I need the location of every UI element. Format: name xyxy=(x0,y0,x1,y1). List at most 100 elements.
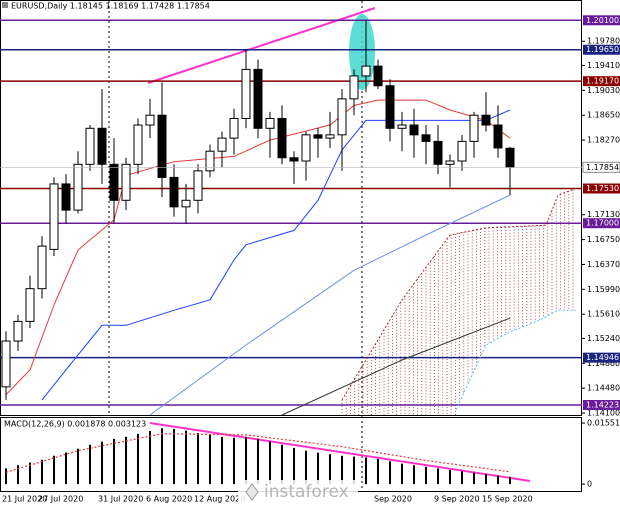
level-label: 1.19170 xyxy=(586,77,619,86)
y-tick-label: 1.15240 xyxy=(587,334,620,343)
macd-bar xyxy=(137,433,139,485)
y-tick-label: 1.18270 xyxy=(587,136,620,145)
macd-bar xyxy=(317,452,319,485)
level-label-bg xyxy=(583,183,620,194)
candle-body xyxy=(385,85,395,129)
candle-body xyxy=(169,176,179,208)
level-label-bg xyxy=(583,76,620,87)
current-price-label: 1.17854 xyxy=(586,163,619,172)
macd-bar xyxy=(185,430,187,485)
candle-body xyxy=(289,157,299,162)
watermark-icon xyxy=(245,483,259,501)
level-label-bg xyxy=(583,218,620,229)
candle-body xyxy=(181,199,191,208)
macd-bar xyxy=(41,459,43,485)
candle-body xyxy=(349,75,359,100)
macd-bar xyxy=(5,468,7,485)
signal-line xyxy=(5,433,511,473)
macd-bar xyxy=(389,461,391,485)
candle-body xyxy=(325,134,335,139)
macd-bar xyxy=(29,462,31,485)
macd-bar xyxy=(269,441,271,485)
candle-body xyxy=(253,68,263,129)
x-tick-label: Sep 2020 xyxy=(374,495,412,504)
candle-body xyxy=(373,65,383,87)
y-tick-label: 0.015511 xyxy=(587,419,620,428)
macd-bar xyxy=(353,456,355,485)
macd-bar xyxy=(461,471,463,485)
indicator-line xyxy=(341,188,577,401)
candle-body xyxy=(37,245,47,290)
chart-title: EURUSD,Daily 1.18145 1.18169 1.17428 1.1… xyxy=(11,2,210,11)
candle-body xyxy=(121,163,131,201)
macd-bar xyxy=(233,437,235,485)
macd-bar xyxy=(509,476,511,485)
candle-body xyxy=(361,65,371,77)
candle-body xyxy=(277,117,287,159)
y-tick-label: 1.16750 xyxy=(587,235,620,244)
candle-body xyxy=(109,163,119,201)
level-label: 1.20100 xyxy=(586,16,619,25)
indicator-line xyxy=(41,109,511,401)
macd-bar xyxy=(425,466,427,485)
candle-body xyxy=(97,127,107,165)
y-tick-label: 1.19780 xyxy=(587,37,620,46)
candle-body xyxy=(61,183,71,211)
candle-body xyxy=(409,124,419,136)
candle-body xyxy=(229,117,239,139)
macd-bar xyxy=(413,465,415,485)
level-label-bg xyxy=(583,399,620,410)
x-tick-label: 31 Jul 2020 xyxy=(98,495,143,504)
macd-bar xyxy=(257,438,259,485)
macd-bar xyxy=(125,436,127,485)
candle-body xyxy=(25,288,35,322)
indicator-line xyxy=(281,317,511,416)
macd-bar xyxy=(77,448,79,485)
candle-body xyxy=(445,160,455,165)
y-tick-label: 1.14480 xyxy=(587,384,620,393)
macd-bar xyxy=(173,429,175,485)
candle-body xyxy=(301,134,311,162)
main-pane xyxy=(0,0,582,416)
macd-bar xyxy=(149,430,151,485)
macd-bar xyxy=(437,468,439,485)
symbol-icon xyxy=(2,2,8,8)
macd-bar xyxy=(197,432,199,485)
candle-body xyxy=(13,320,23,342)
x-tick-label: 9 Sep 2020 xyxy=(434,495,480,504)
y-tick-label: 0 xyxy=(587,480,592,489)
y-tick-label: 1.19030 xyxy=(587,86,620,95)
y-tick-label: 1.15610 xyxy=(587,310,620,319)
y-tick-label: 1.14860 xyxy=(587,359,620,368)
macd-bar xyxy=(113,438,115,485)
macd-bar xyxy=(245,436,247,485)
watermark: instaforex xyxy=(238,480,358,504)
candle-body xyxy=(397,124,407,129)
candle-body xyxy=(433,140,443,165)
candle-body xyxy=(193,170,203,201)
candle-body xyxy=(145,114,155,126)
y-tick-label: 1.15990 xyxy=(587,285,620,294)
macd-bar xyxy=(497,475,499,485)
macd-bar xyxy=(89,444,91,485)
candle-body xyxy=(265,117,275,129)
y-tick-label: 1.16370 xyxy=(587,260,620,269)
x-tick-label: 15 Sep 2020 xyxy=(482,495,533,504)
y-tick-label: 1.19410 xyxy=(587,61,620,70)
candle-body xyxy=(493,124,503,149)
candle-body xyxy=(313,134,323,139)
candle-body xyxy=(205,150,215,172)
indicator-line xyxy=(5,99,511,396)
x-tick-label: 27 Jul 2020 xyxy=(38,495,83,504)
macd-bar xyxy=(401,463,403,485)
macd-bar xyxy=(305,450,307,485)
macd-bar xyxy=(377,458,379,485)
candle-body xyxy=(133,124,143,165)
macd-bar xyxy=(101,441,103,485)
y-tick-label: 1.18650 xyxy=(587,111,620,120)
level-label: 1.19650 xyxy=(586,45,619,54)
macd-bar xyxy=(293,447,295,485)
candle-body xyxy=(217,137,227,152)
candle-body xyxy=(421,134,431,142)
